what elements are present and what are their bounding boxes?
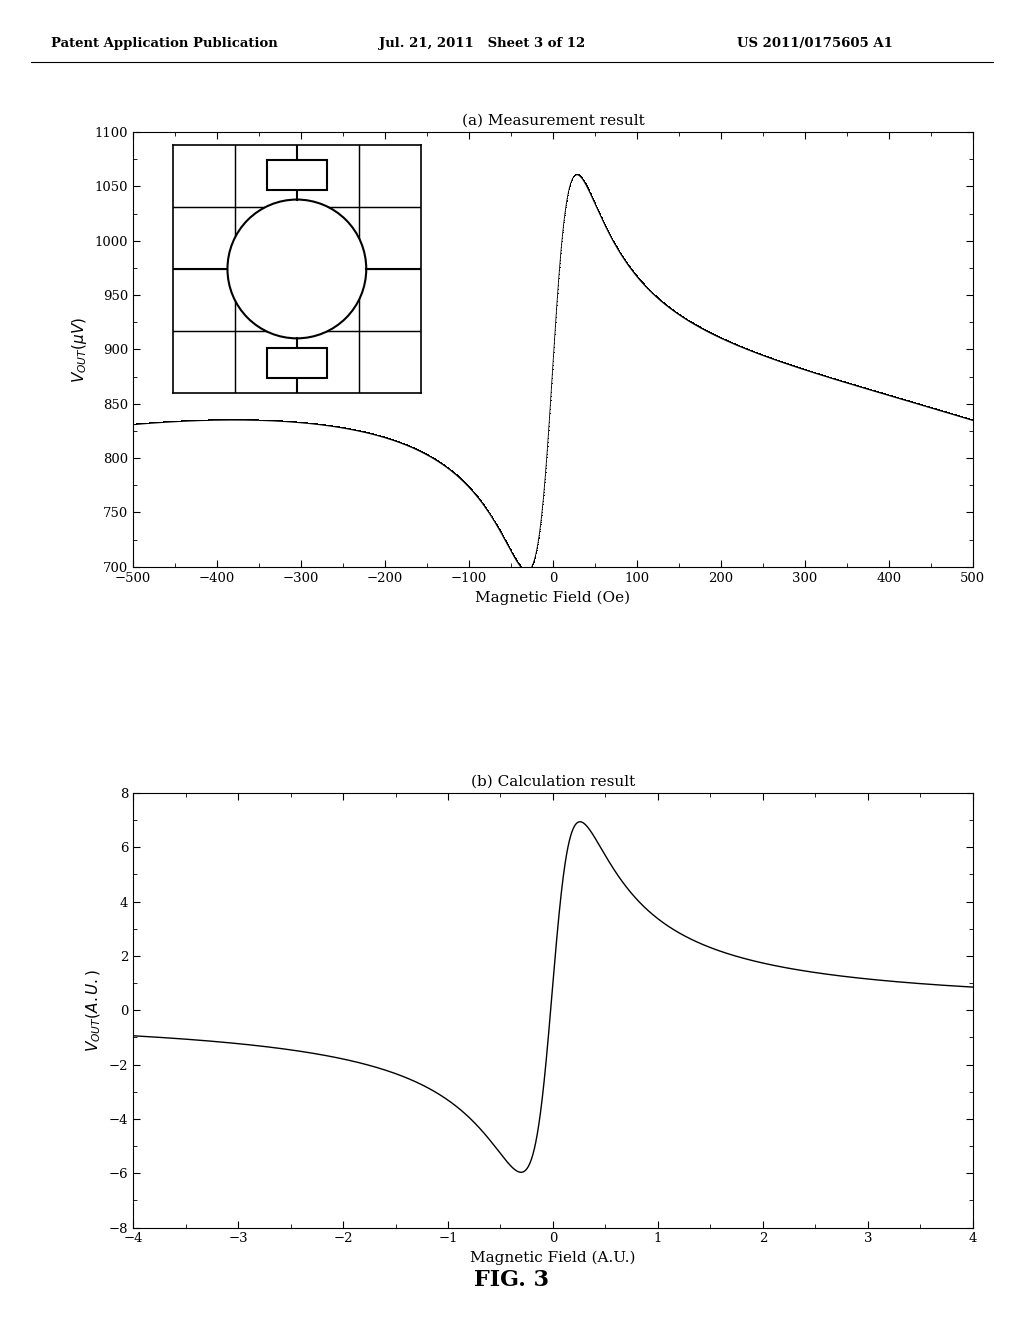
Text: US 2011/0175605 A1: US 2011/0175605 A1	[737, 37, 893, 50]
X-axis label: Magnetic Field (A.U.): Magnetic Field (A.U.)	[470, 1251, 636, 1266]
Y-axis label: $V_{OUT}(\mu V)$: $V_{OUT}(\mu V)$	[71, 317, 89, 383]
Title: (a) Measurement result: (a) Measurement result	[462, 114, 644, 128]
Y-axis label: $V_{OUT}(A.U.)$: $V_{OUT}(A.U.)$	[85, 969, 103, 1052]
Text: FIG. 3: FIG. 3	[474, 1269, 550, 1291]
X-axis label: Magnetic Field (Oe): Magnetic Field (Oe)	[475, 590, 631, 605]
Text: Jul. 21, 2011   Sheet 3 of 12: Jul. 21, 2011 Sheet 3 of 12	[379, 37, 585, 50]
Text: Patent Application Publication: Patent Application Publication	[51, 37, 278, 50]
Title: (b) Calculation result: (b) Calculation result	[471, 775, 635, 789]
